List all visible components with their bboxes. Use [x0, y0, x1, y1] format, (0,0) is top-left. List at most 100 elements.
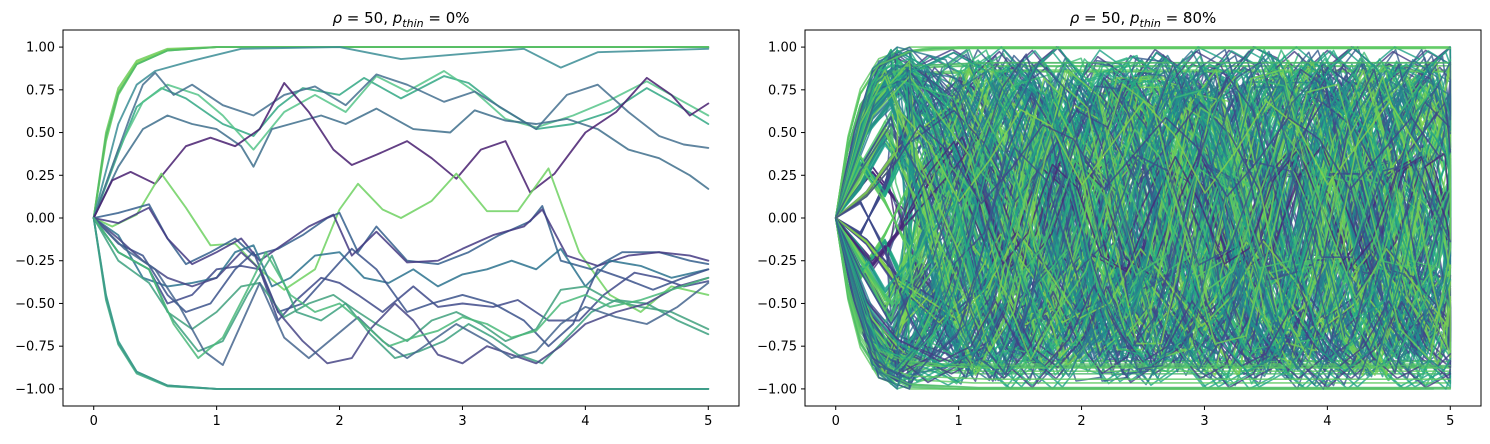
title-p-value: = 0%	[424, 9, 470, 27]
y-tick-label: −0.75	[15, 340, 55, 355]
title-p-symbol: p	[392, 9, 403, 27]
title-rho-symbol: ρ	[332, 9, 342, 27]
series-line	[834, 61, 1452, 380]
y-tick-label: 0.50	[26, 126, 55, 141]
series-line	[834, 101, 1452, 219]
y-tick-label: 0.75	[26, 83, 55, 98]
series-line	[834, 69, 1426, 367]
series-line	[834, 76, 1451, 360]
y-tick-label: −1.00	[15, 382, 55, 397]
x-tick-label: 0	[90, 414, 98, 429]
series-line	[834, 60, 1425, 376]
series-line	[834, 217, 1452, 320]
x-tick-label: 5	[1446, 414, 1454, 429]
series-line	[92, 167, 710, 313]
chart-panel-left: ρ = 50, pthin = 0% 0 1 2 3 4 5 −1.00 −0.75 −0.50 −…	[15, 9, 740, 429]
y-tick-label: 0.75	[768, 83, 797, 98]
y-tick-label: 0.00	[26, 212, 55, 227]
y-tick-label: 0.25	[768, 169, 797, 184]
series-line	[92, 217, 710, 390]
series-line	[834, 47, 1452, 219]
y-tick-label: −0.75	[757, 340, 797, 355]
series-line	[92, 46, 710, 219]
series-line	[92, 217, 710, 348]
x-tick-label: 3	[1200, 414, 1208, 429]
series-line	[92, 217, 710, 365]
series-line	[92, 217, 710, 366]
x-tick-label: 3	[458, 414, 466, 429]
x-tick-label: 5	[704, 414, 712, 429]
series-line	[92, 70, 710, 219]
series-line	[834, 86, 1442, 350]
series-line	[834, 75, 1452, 361]
series-line	[92, 76, 710, 219]
x-tick-label: 4	[1323, 414, 1331, 429]
series-line	[834, 64, 1452, 367]
series-line	[834, 116, 1443, 219]
y-tick-label: −0.50	[15, 297, 55, 312]
series-line	[834, 78, 1452, 346]
series-line	[834, 75, 1452, 361]
series-line	[92, 46, 710, 219]
series-line	[834, 217, 1426, 334]
series-line	[834, 91, 1452, 345]
series-line	[834, 119, 1431, 308]
title-p-subscript: thin	[402, 17, 423, 30]
series-line	[834, 160, 1452, 304]
x-tick-label: 2	[1077, 414, 1085, 429]
y-tick-label: −0.25	[15, 254, 55, 269]
series-line	[92, 46, 710, 219]
series-line	[834, 46, 1421, 219]
series-line	[834, 217, 1452, 327]
title-rho-value: = 50,	[1079, 9, 1130, 27]
chart-title: ρ = 50, pthin = 80%	[1070, 9, 1217, 30]
series-line	[92, 217, 710, 365]
series-line	[834, 46, 1452, 386]
y-tick-label: 0.50	[768, 126, 797, 141]
series-line	[834, 46, 1452, 219]
series-line	[92, 217, 710, 360]
series-line	[92, 217, 710, 343]
title-rho-value: = 50,	[342, 9, 393, 27]
series-line	[834, 123, 1452, 274]
series-line	[834, 160, 1451, 305]
series-group	[92, 46, 710, 390]
series-line	[92, 107, 710, 219]
series-line	[92, 71, 710, 219]
y-tick-label: −0.50	[757, 297, 797, 312]
series-line	[834, 79, 1452, 357]
series-line	[92, 46, 710, 219]
series-group	[834, 46, 1452, 390]
series-line	[834, 66, 1452, 370]
y-tick-label: 0.25	[26, 169, 55, 184]
title-p-symbol: p	[1129, 9, 1140, 27]
series-line	[92, 46, 710, 219]
chart-title: ρ = 50, pthin = 0%	[332, 9, 469, 30]
series-line	[92, 75, 710, 219]
y-tick-label: 1.00	[26, 41, 55, 56]
y-tick-label: 1.00	[768, 41, 797, 56]
chart-panel-right: ρ = 50, pthin = 80% 0 1 2 3 4 5 −1.00 −0.75 −0.50…	[757, 9, 1482, 429]
series-line	[834, 72, 1419, 364]
x-tick-label: 0	[832, 414, 840, 429]
series-line	[92, 206, 710, 267]
x-tick-label: 2	[335, 414, 343, 429]
y-tick-label: −0.25	[757, 254, 797, 269]
series-line	[92, 217, 710, 322]
title-rho-symbol: ρ	[1070, 9, 1080, 27]
x-tick-label: 1	[954, 414, 962, 429]
y-tick-label: 0.00	[768, 212, 797, 227]
x-tick-label: 4	[581, 414, 589, 429]
title-p-value: = 80%	[1161, 9, 1216, 27]
x-tick-label: 1	[212, 414, 220, 429]
series-line	[834, 217, 1452, 376]
series-line	[834, 100, 1421, 219]
series-line	[834, 83, 1449, 353]
title-p-subscript: thin	[1140, 17, 1161, 30]
y-tick-label: −1.00	[757, 382, 797, 397]
series-line	[834, 53, 1452, 374]
series-line	[834, 61, 1452, 219]
series-line	[92, 217, 710, 288]
